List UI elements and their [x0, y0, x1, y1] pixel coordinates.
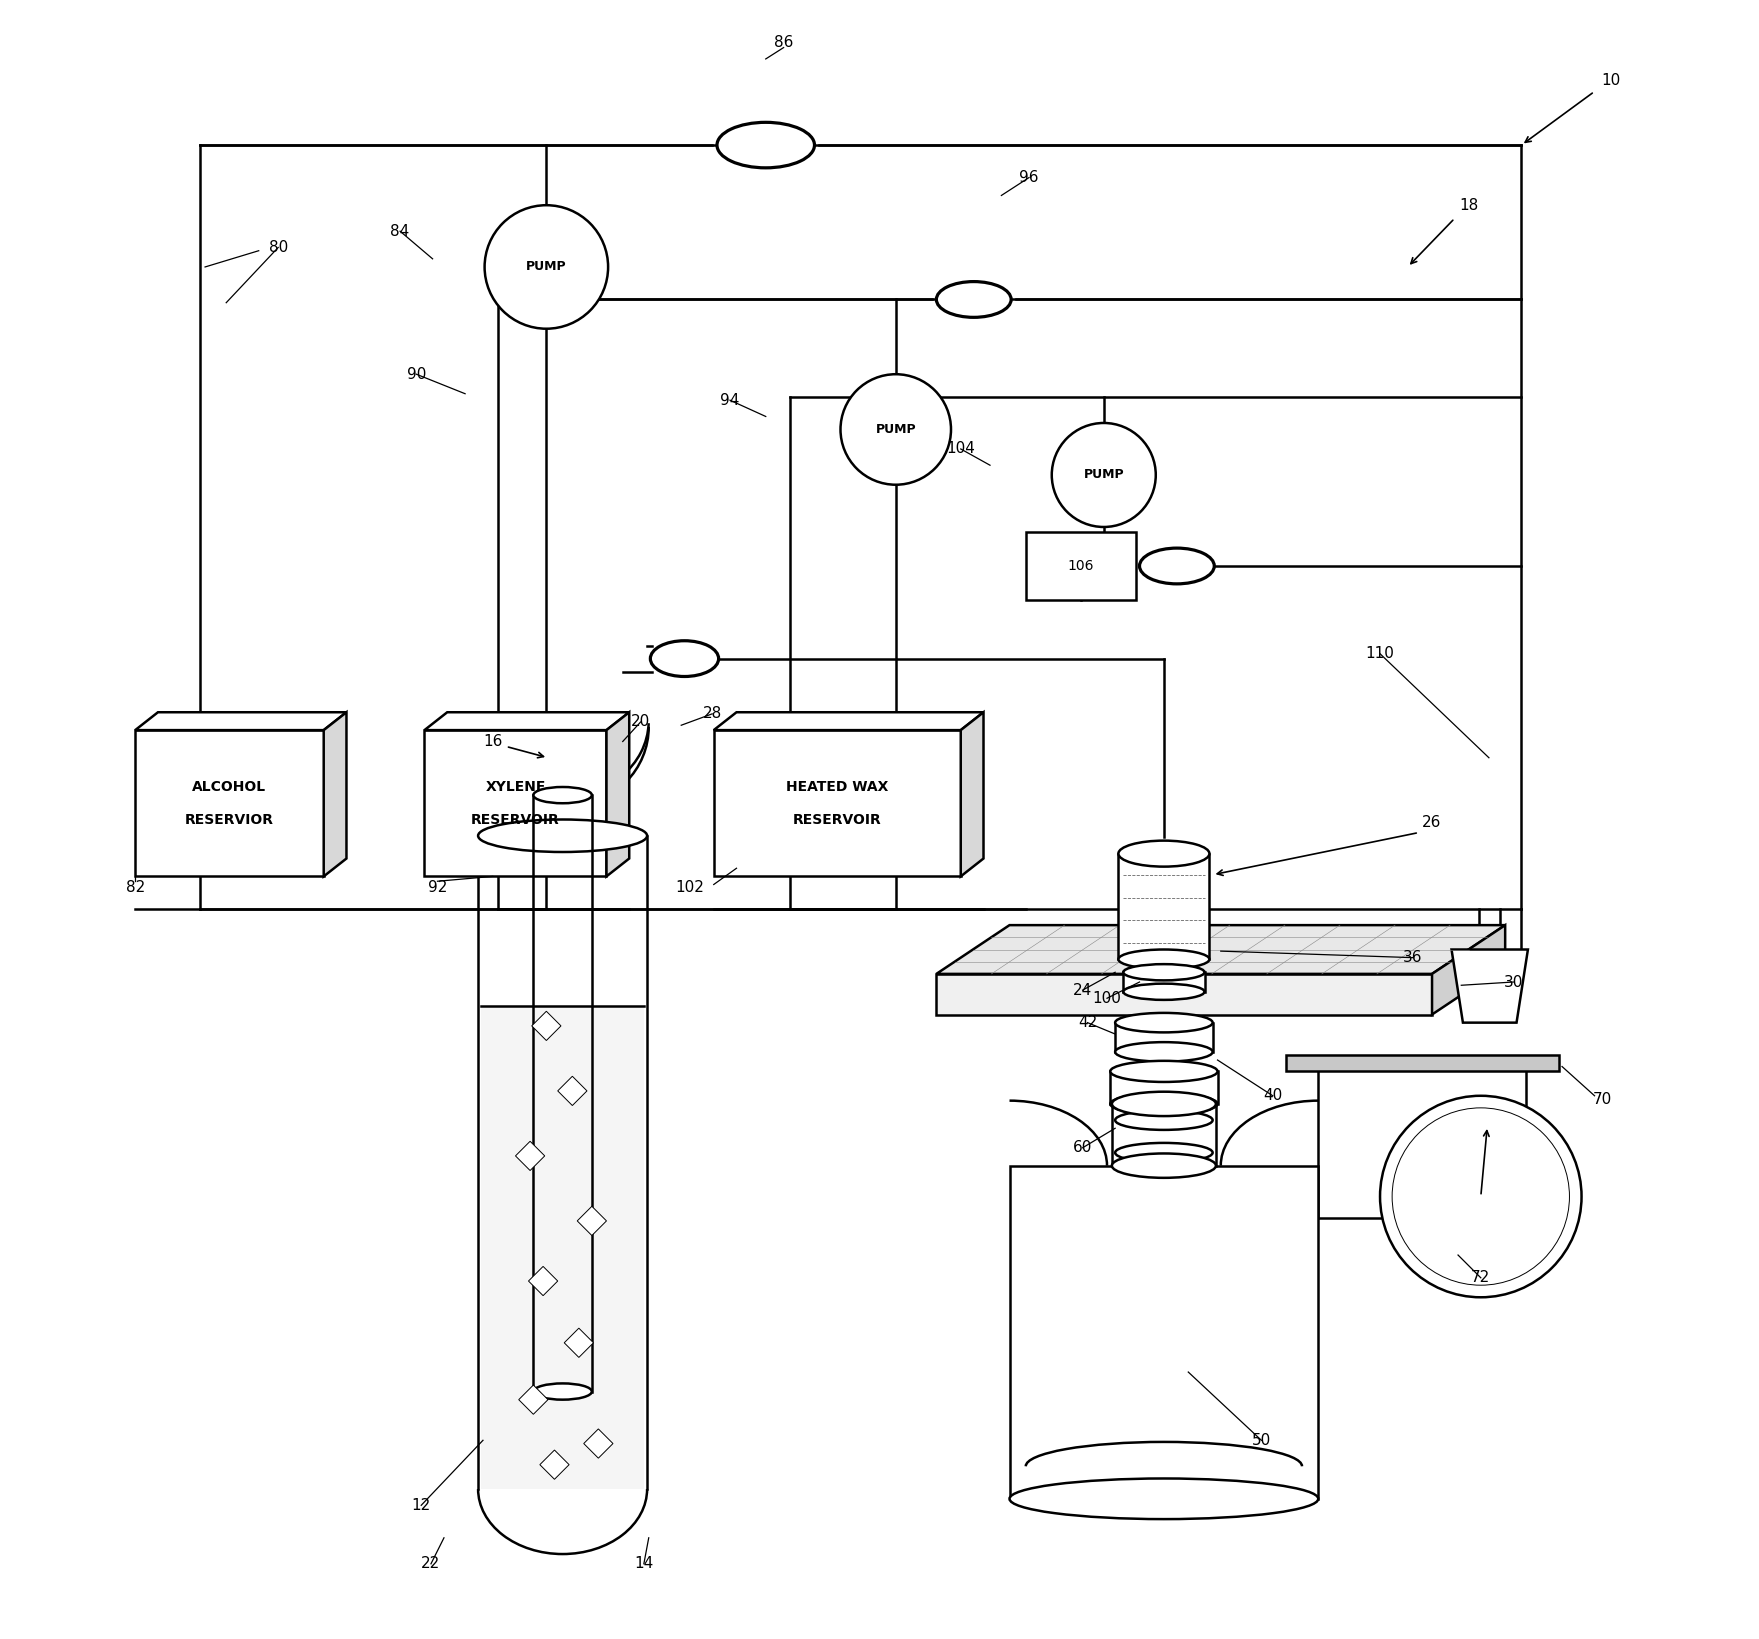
Text: 10: 10 — [1601, 72, 1620, 87]
Bar — [1286, 1056, 1558, 1072]
Text: 104: 104 — [946, 441, 974, 457]
Text: 60: 60 — [1073, 1141, 1092, 1155]
Bar — [1025, 531, 1136, 600]
Text: XYLENE: XYLENE — [485, 780, 545, 793]
Polygon shape — [714, 713, 983, 729]
Ellipse shape — [1010, 1478, 1317, 1519]
Polygon shape — [558, 1077, 588, 1106]
Text: PUMP: PUMP — [526, 261, 566, 274]
Ellipse shape — [651, 641, 719, 677]
Text: 50: 50 — [1252, 1432, 1272, 1447]
Text: PUMP: PUMP — [876, 423, 916, 436]
Ellipse shape — [1115, 1110, 1212, 1129]
Polygon shape — [135, 713, 347, 729]
Bar — [135, 729, 324, 877]
Bar — [1112, 1105, 1215, 1165]
Bar — [1010, 1165, 1317, 1498]
Text: 14: 14 — [635, 1557, 654, 1572]
Polygon shape — [515, 1141, 545, 1170]
Text: 16: 16 — [484, 734, 503, 749]
Polygon shape — [584, 1429, 612, 1459]
Circle shape — [1381, 1096, 1581, 1298]
Ellipse shape — [1119, 949, 1210, 969]
Ellipse shape — [1140, 547, 1214, 583]
Polygon shape — [936, 924, 1506, 974]
Ellipse shape — [1115, 1042, 1212, 1062]
Bar — [482, 1006, 644, 1490]
Text: 72: 72 — [1471, 1270, 1490, 1285]
Text: HEATED WAX: HEATED WAX — [786, 780, 888, 793]
Ellipse shape — [1110, 1093, 1217, 1115]
Text: RESERVIOR: RESERVIOR — [185, 813, 274, 826]
Ellipse shape — [478, 820, 647, 852]
Bar — [1115, 1119, 1212, 1152]
Text: 20: 20 — [631, 715, 651, 729]
Polygon shape — [1451, 949, 1529, 1023]
Polygon shape — [424, 713, 630, 729]
Text: 22: 22 — [422, 1557, 440, 1572]
Text: 36: 36 — [1402, 951, 1423, 965]
Circle shape — [1052, 423, 1156, 528]
Text: 24: 24 — [1073, 983, 1092, 998]
Ellipse shape — [1112, 1154, 1215, 1178]
Text: 82: 82 — [125, 880, 144, 895]
Text: 12: 12 — [412, 1498, 431, 1513]
Text: 28: 28 — [702, 706, 721, 721]
Bar — [1124, 972, 1205, 992]
Ellipse shape — [533, 1383, 591, 1400]
Bar — [936, 974, 1432, 1015]
Polygon shape — [540, 1451, 570, 1480]
Text: 90: 90 — [406, 367, 426, 382]
Polygon shape — [528, 1267, 558, 1296]
Text: 84: 84 — [390, 223, 410, 239]
Bar — [714, 729, 960, 877]
Polygon shape — [577, 1206, 607, 1236]
Text: 110: 110 — [1365, 646, 1395, 661]
Circle shape — [1391, 1108, 1569, 1285]
Text: 100: 100 — [1092, 990, 1122, 1006]
Polygon shape — [519, 1385, 549, 1414]
Polygon shape — [1432, 924, 1506, 1015]
Ellipse shape — [1115, 1013, 1212, 1033]
Text: 96: 96 — [1018, 170, 1040, 185]
Bar — [1115, 1023, 1212, 1052]
Text: 40: 40 — [1263, 1088, 1282, 1103]
Polygon shape — [960, 713, 983, 877]
Text: 26: 26 — [1423, 815, 1442, 831]
Text: PUMP: PUMP — [1084, 469, 1124, 482]
Circle shape — [841, 374, 952, 485]
Ellipse shape — [533, 787, 591, 803]
Text: RESERVOIR: RESERVOIR — [471, 813, 559, 826]
Ellipse shape — [936, 282, 1011, 318]
Ellipse shape — [1124, 983, 1205, 1000]
Text: 106: 106 — [1068, 559, 1094, 574]
Bar — [1119, 854, 1210, 959]
Text: 18: 18 — [1460, 198, 1479, 213]
Text: 30: 30 — [1504, 975, 1523, 990]
Bar — [1110, 1072, 1217, 1105]
Text: 42: 42 — [1078, 1015, 1098, 1031]
Polygon shape — [324, 713, 347, 877]
Text: 70: 70 — [1594, 1092, 1613, 1106]
Text: 80: 80 — [269, 239, 288, 256]
Ellipse shape — [1119, 841, 1210, 867]
Text: 94: 94 — [719, 393, 741, 408]
Text: 92: 92 — [427, 880, 447, 895]
Ellipse shape — [1124, 964, 1205, 980]
Bar — [424, 729, 607, 877]
Text: 86: 86 — [774, 34, 793, 51]
Polygon shape — [607, 713, 630, 877]
Text: ALCOHOL: ALCOHOL — [192, 780, 267, 793]
Polygon shape — [565, 1328, 593, 1357]
Circle shape — [484, 205, 609, 329]
Text: 102: 102 — [675, 880, 704, 895]
Text: RESERVOIR: RESERVOIR — [793, 813, 881, 826]
Ellipse shape — [1112, 1092, 1215, 1116]
Ellipse shape — [1110, 1060, 1217, 1082]
Polygon shape — [531, 1011, 561, 1041]
Ellipse shape — [718, 123, 814, 167]
Ellipse shape — [1115, 1142, 1212, 1162]
